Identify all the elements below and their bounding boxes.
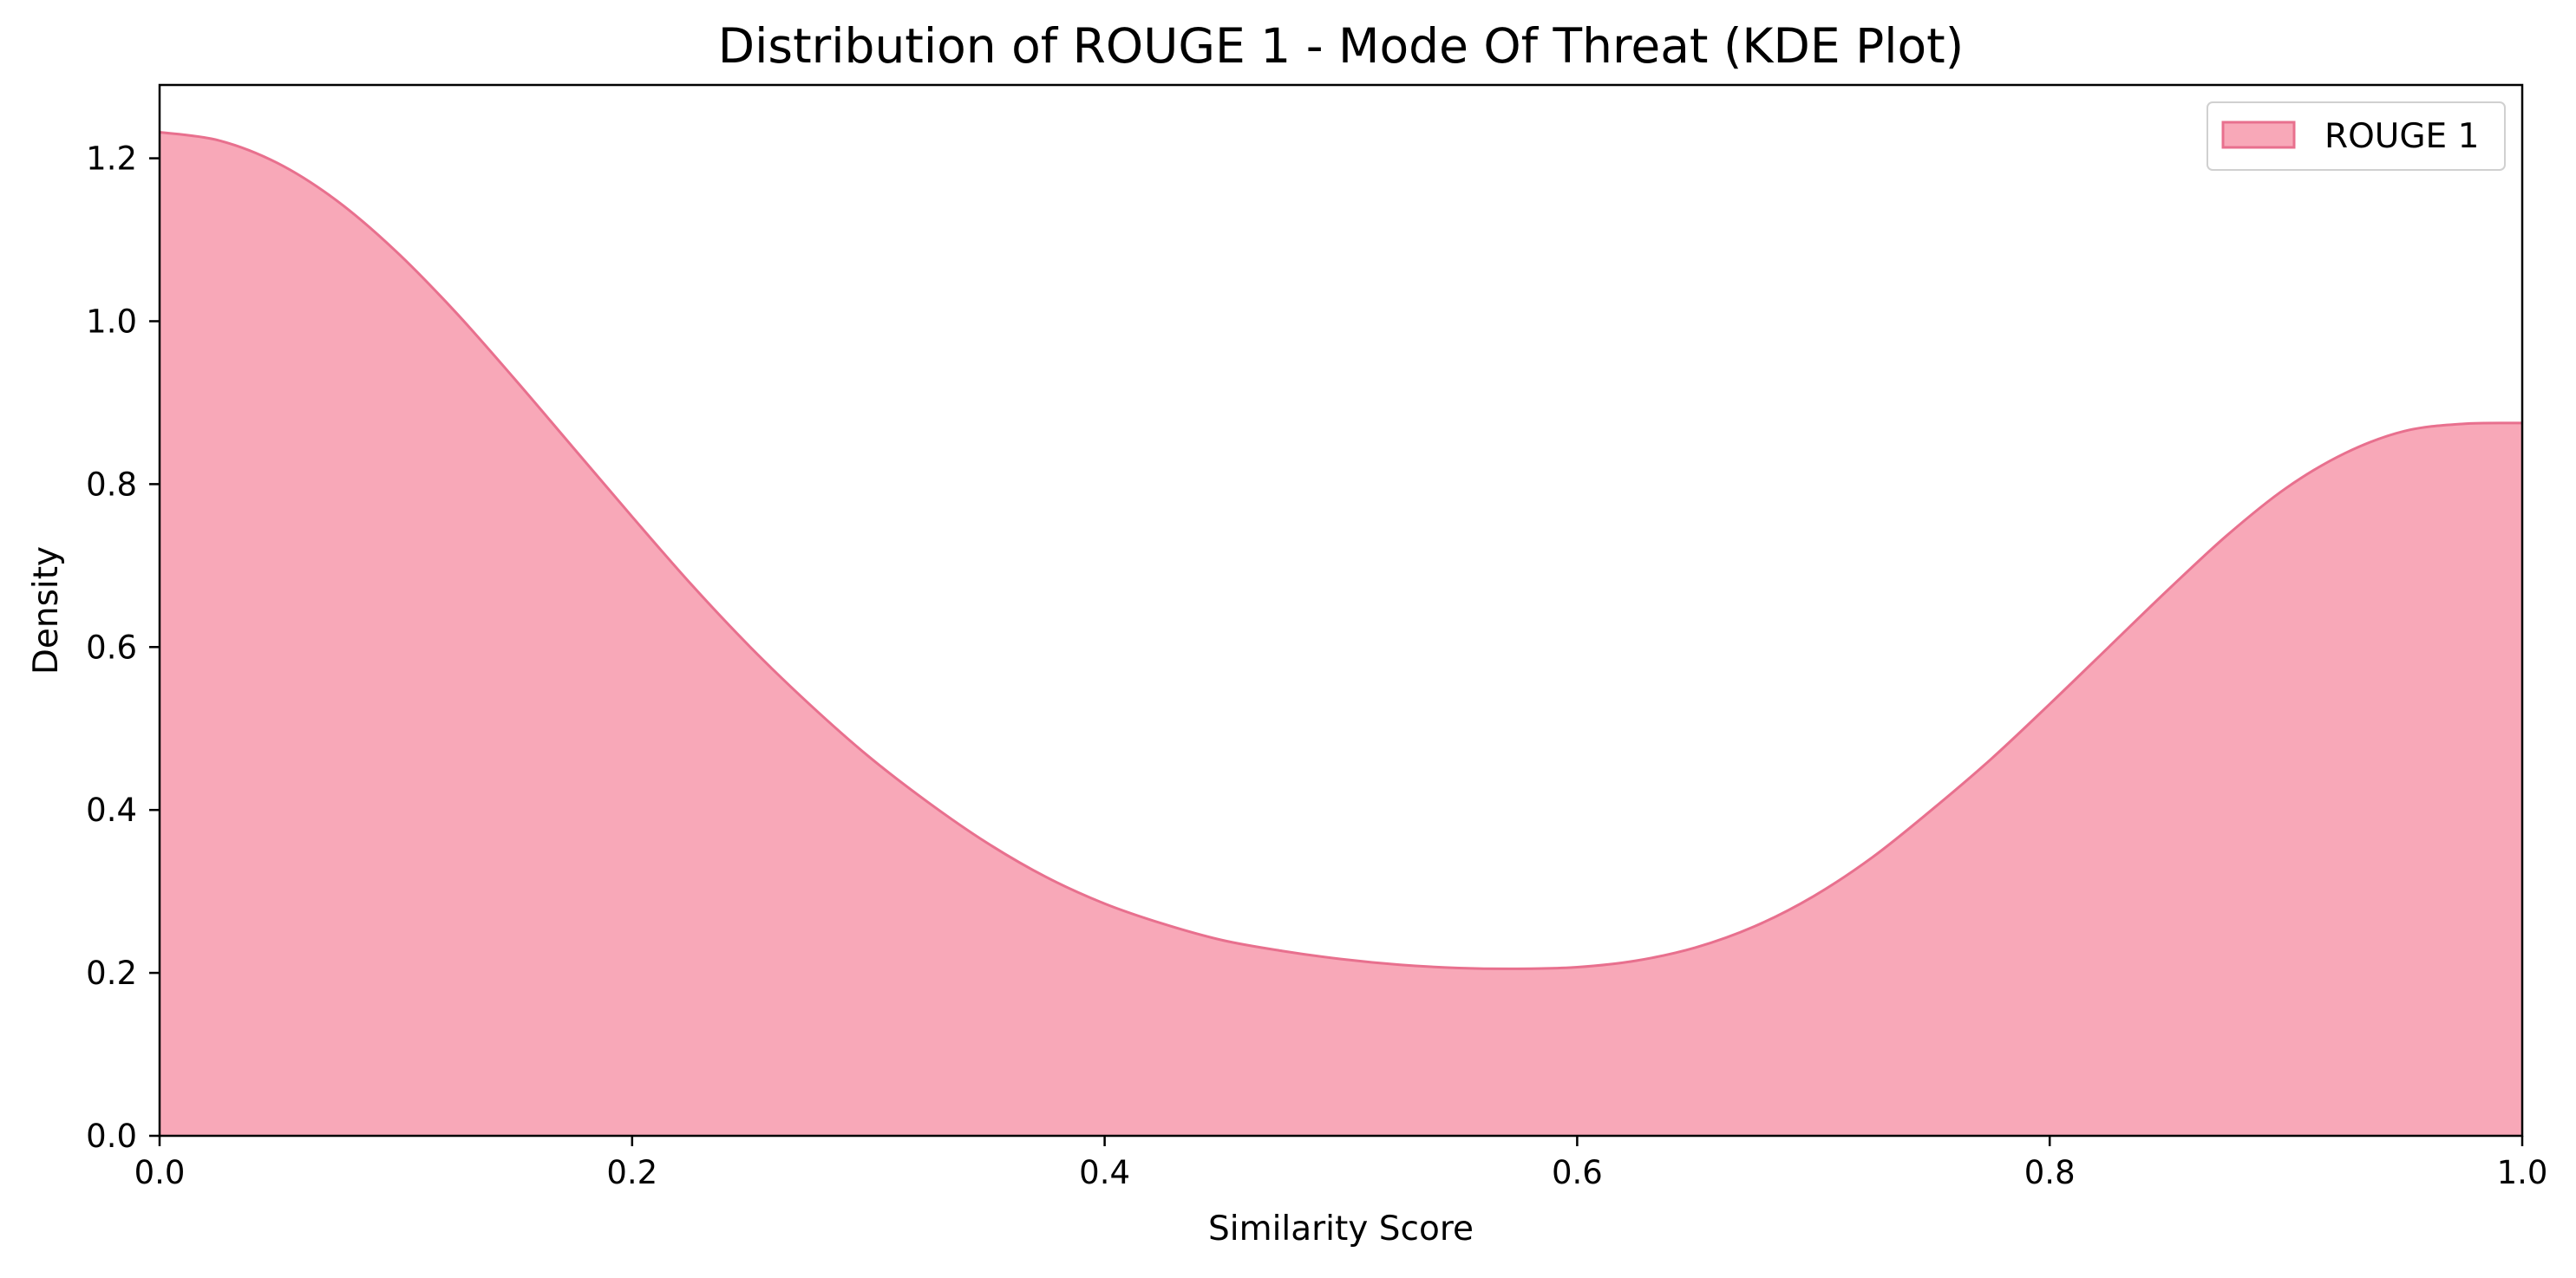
y-tick-label: 0.6	[86, 629, 137, 666]
y-tick-label: 0.8	[86, 466, 137, 503]
kde-area	[160, 132, 2522, 1137]
kde-curve	[159, 131, 2523, 970]
x-tick-label: 0.8	[2024, 1154, 2076, 1191]
axes-frame	[158, 83, 2524, 1138]
legend: ROUGE 1	[2207, 101, 2506, 171]
x-tick-label: 1.0	[2497, 1154, 2548, 1191]
x-tick-label: 0.6	[1552, 1154, 1603, 1191]
axes: 0.0 0.2 0.4 0.6 0.8 1.0 0.0 0.2 0.4 0.6 0.8 1.0 1.2	[86, 83, 2548, 1191]
legend-label: ROUGE 1	[2324, 117, 2479, 156]
plot-area	[159, 131, 2523, 1137]
y-tick-label: 0.4	[86, 792, 137, 829]
x-tick-label: 0.0	[134, 1154, 186, 1191]
legend-box	[2207, 101, 2506, 171]
x-axis-label: Similarity Score	[1208, 1210, 1474, 1249]
y-tick-label: 0.0	[86, 1118, 137, 1155]
chart-title: Distribution of ROUGE 1 - Mode Of Threat…	[718, 18, 1964, 74]
legend-swatch	[2221, 121, 2296, 149]
y-tick-label: 1.2	[86, 140, 137, 178]
x-tick-label: 0.4	[1079, 1154, 1130, 1191]
y-axis-label: Density	[27, 546, 66, 675]
y-tick-label: 0.2	[86, 955, 137, 992]
x-tick-label: 0.2	[606, 1154, 657, 1191]
y-tick-label: 1.0	[86, 303, 137, 340]
